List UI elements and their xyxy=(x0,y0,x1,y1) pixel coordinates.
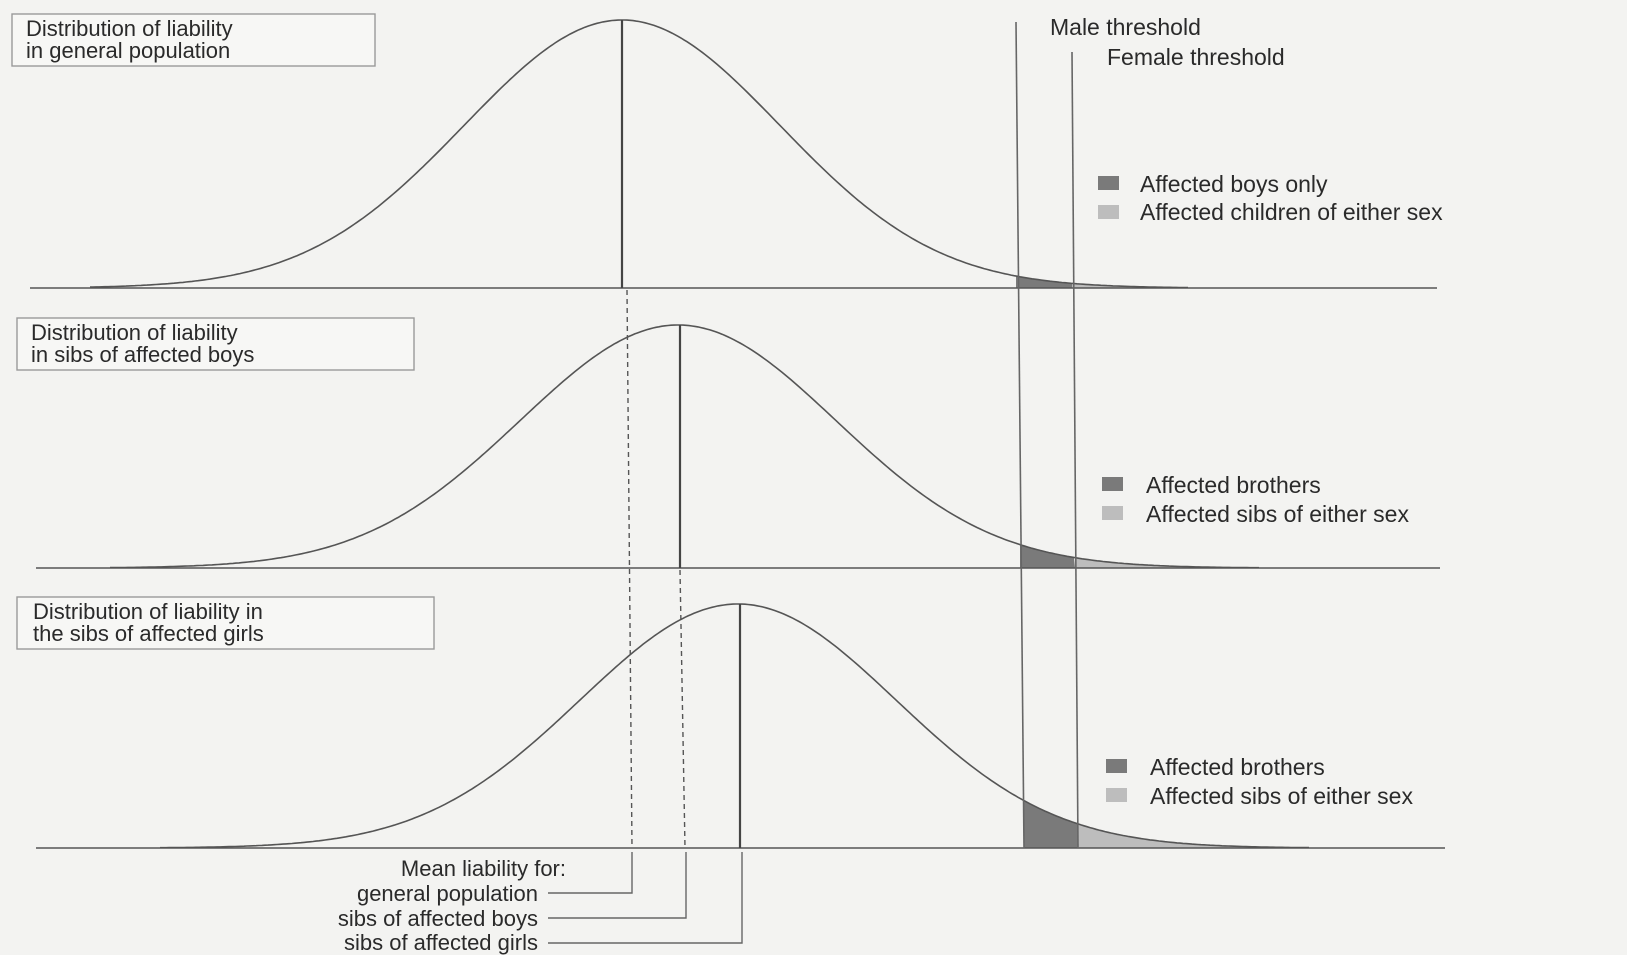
legend-swatch-dark xyxy=(1106,759,1127,773)
legend-swatch-light xyxy=(1106,788,1127,802)
male-threshold-label: Male threshold xyxy=(1050,14,1201,40)
legend-label-brothers: Affected brothers xyxy=(1146,472,1321,498)
liability-curve xyxy=(160,603,1309,849)
mean-label-general: general population xyxy=(357,881,538,906)
panel-label-line-2: in sibs of affected boys xyxy=(31,342,254,367)
affected-brothers-area xyxy=(1020,544,1075,568)
female-threshold-label: Female threshold xyxy=(1107,44,1285,70)
male-threshold-line xyxy=(1015,21,1025,849)
panel-label-box xyxy=(16,596,435,650)
affected-sibs-either-sex-area xyxy=(1078,823,1310,848)
mean-liability-heading: Mean liability for: xyxy=(401,856,566,881)
legend-label-sibs-either-sex: Affected sibs of either sex xyxy=(1146,501,1409,527)
legend-label-sibs-either-sex: Affected sibs of either sex xyxy=(1150,783,1413,809)
panel-label-box xyxy=(16,317,415,371)
legend-swatch-light xyxy=(1102,506,1123,520)
legend-swatch-dark xyxy=(1098,176,1119,190)
affected-either-sex-area xyxy=(1072,283,1190,288)
affected-brothers-area xyxy=(1024,800,1078,848)
legend-label-either-sex: Affected children of either sex xyxy=(1140,199,1443,225)
female-threshold-line xyxy=(1071,51,1079,849)
liability-curve xyxy=(110,324,1259,569)
panel-label-line-1: Distribution of liability in xyxy=(33,599,263,624)
legend-label-boys-only: Affected boys only xyxy=(1140,171,1328,197)
mean-projection-general xyxy=(626,289,633,849)
legend-swatch-dark xyxy=(1102,477,1123,491)
leader-sibs-girls xyxy=(548,852,743,944)
legend-label-brothers: Affected brothers xyxy=(1150,754,1325,780)
leader-general xyxy=(548,852,633,894)
panel-label-line-1: Distribution of liability xyxy=(31,320,238,345)
panel-label-line-1: Distribution of liability xyxy=(26,16,233,41)
leader-sibs-boys xyxy=(548,852,687,919)
affected-sibs-either-sex-area xyxy=(1075,557,1260,568)
mean-label-sibs-boys: sibs of affected boys xyxy=(338,906,538,931)
legend-swatch-light xyxy=(1098,205,1119,219)
panel-sibs-affected-boys: Distribution of liability in sibs of aff… xyxy=(16,317,1440,569)
mean-label-sibs-girls: sibs of affected girls xyxy=(344,930,538,955)
panel-label-line-2: in general population xyxy=(26,38,230,63)
panel-label-line-2: the sibs of affected girls xyxy=(33,621,264,646)
mean-projection-sibs-boys xyxy=(679,569,686,849)
panel-label-box xyxy=(11,13,376,67)
liability-curve xyxy=(89,19,1189,289)
panel-general-population: Distribution of liability in general pop… xyxy=(11,13,1443,289)
panel-sibs-affected-girls: Distribution of liability in the sibs of… xyxy=(16,596,1445,849)
